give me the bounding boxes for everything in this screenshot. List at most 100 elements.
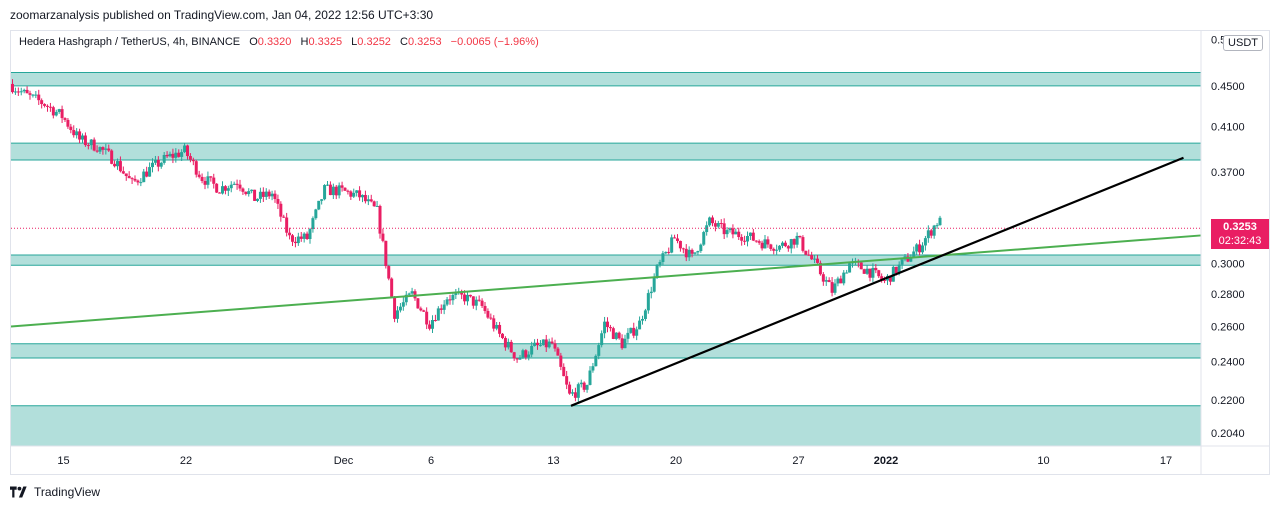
candle-body-211 — [626, 332, 630, 339]
candle-body-61 — [188, 156, 192, 160]
zone-2 — [11, 255, 1201, 266]
candle-body-161 — [480, 300, 484, 306]
candle-body-59 — [183, 145, 187, 153]
candle-body-76 — [232, 183, 236, 185]
currency-badge[interactable]: USDT — [1223, 35, 1263, 51]
candle-body-236 — [699, 244, 703, 252]
candle-body-230 — [681, 248, 685, 250]
candle-body-10 — [40, 100, 44, 105]
candle-body-146 — [436, 308, 440, 321]
candle-body-265 — [783, 242, 787, 247]
candle-body-187 — [556, 348, 560, 356]
candle-body-169 — [503, 337, 507, 348]
candlestick-chart[interactable]: 0.2040 0.2200 0.2400 0.2600 0.2800 0.3000 0.37… — [11, 31, 1269, 474]
candle-body-202 — [600, 333, 604, 346]
candle-body-262 — [775, 249, 779, 251]
candle-body-45 — [142, 171, 146, 183]
candle-body-72 — [221, 186, 224, 194]
candle-body-207 — [614, 332, 618, 339]
zone-4 — [11, 405, 1201, 446]
candle-body-163 — [486, 310, 490, 318]
candle-body-270 — [798, 235, 802, 238]
candle-body-312 — [921, 245, 924, 253]
candle-body-145 — [433, 320, 437, 322]
candle-body-245 — [725, 230, 729, 235]
candle-body-276 — [816, 258, 819, 263]
candle-body-0 — [11, 83, 14, 93]
candle-body-235 — [696, 251, 700, 253]
candle-body-260 — [769, 244, 773, 249]
candle-body-108 — [326, 184, 329, 186]
candle-body-255 — [754, 240, 758, 242]
candle-body-200 — [594, 355, 598, 367]
candle-body-237 — [702, 232, 706, 245]
candle-body-83 — [253, 189, 257, 201]
candle-body-22 — [75, 131, 79, 136]
candle-body-119 — [358, 190, 362, 198]
candle-body-111 — [334, 186, 338, 196]
candle-body-213 — [632, 327, 636, 336]
candle-body-311 — [918, 244, 922, 253]
candle-body-77 — [235, 183, 239, 185]
candle-body-196 — [582, 382, 586, 390]
x-tick-label-5: 20 — [670, 455, 682, 467]
trendlines-layer — [11, 156, 1202, 407]
candle-body-42 — [133, 178, 137, 181]
legend-open-label: O — [249, 36, 258, 48]
candle-body-227 — [673, 237, 677, 239]
candle-body-17 — [60, 109, 64, 119]
zones-layer — [11, 71, 1201, 447]
candle-body-149 — [445, 299, 449, 305]
candle-body-167 — [498, 324, 502, 334]
candle-body-238 — [705, 225, 709, 233]
candle-body-190 — [565, 376, 569, 385]
candle-body-58 — [180, 152, 184, 157]
chart-frame[interactable]: 0.2040 0.2200 0.2400 0.2600 0.2800 0.3000 0.37… — [10, 30, 1270, 475]
candle-body-121 — [363, 194, 367, 202]
candle-body-137 — [410, 291, 414, 294]
candle-body-12 — [46, 105, 49, 107]
candle-body-118 — [355, 190, 359, 193]
candle-body-89 — [270, 193, 274, 197]
candle-body-280 — [827, 280, 831, 283]
bar-countdown: 02:32:43 — [1218, 235, 1262, 248]
candle-body-98 — [296, 236, 300, 244]
candle-body-229 — [678, 240, 682, 249]
candle-body-134 — [401, 302, 405, 307]
candle-body-110 — [331, 186, 335, 196]
candle-body-305 — [900, 259, 904, 265]
candle-body-212 — [629, 327, 633, 333]
x-tick-label-1: 22 — [180, 455, 192, 467]
candle-body-5 — [25, 89, 29, 94]
candle-body-120 — [361, 194, 364, 198]
candle-body-57 — [177, 152, 181, 157]
candle-body-32 — [104, 148, 108, 150]
candle-body-239 — [708, 217, 712, 226]
candle-body-241 — [713, 223, 717, 227]
candle-body-159 — [474, 299, 478, 306]
candle-body-23 — [78, 131, 82, 140]
legend-change: −0.0065 (−1.96%) — [450, 36, 539, 48]
candle-body-26 — [86, 145, 90, 147]
candle-body-252 — [746, 236, 749, 242]
candle-body-48 — [151, 162, 154, 168]
candle-body-247 — [731, 228, 735, 235]
candle-body-220 — [652, 277, 656, 292]
x-tick-label-0: 15 — [57, 455, 69, 467]
candle-body-156 — [466, 294, 469, 302]
candle-body-295 — [871, 267, 875, 278]
candle-body-291 — [859, 262, 863, 270]
candle-body-62 — [191, 159, 195, 162]
candle-body-173 — [515, 358, 519, 360]
candle-body-257 — [760, 242, 764, 249]
candle-body-185 — [550, 341, 554, 344]
legend-symbol: Hedera Hashgraph / TetherUS, 4h, BINANCE — [19, 36, 241, 48]
candle-body-275 — [813, 258, 817, 260]
candle-body-218 — [646, 293, 650, 311]
x-tick-label-4: 13 — [547, 455, 559, 467]
candle-body-222 — [658, 261, 662, 265]
legend-open: 0.3320 — [257, 36, 292, 48]
candle-body-135 — [404, 294, 408, 303]
candle-body-34 — [110, 150, 114, 164]
candle-body-214 — [635, 329, 639, 336]
